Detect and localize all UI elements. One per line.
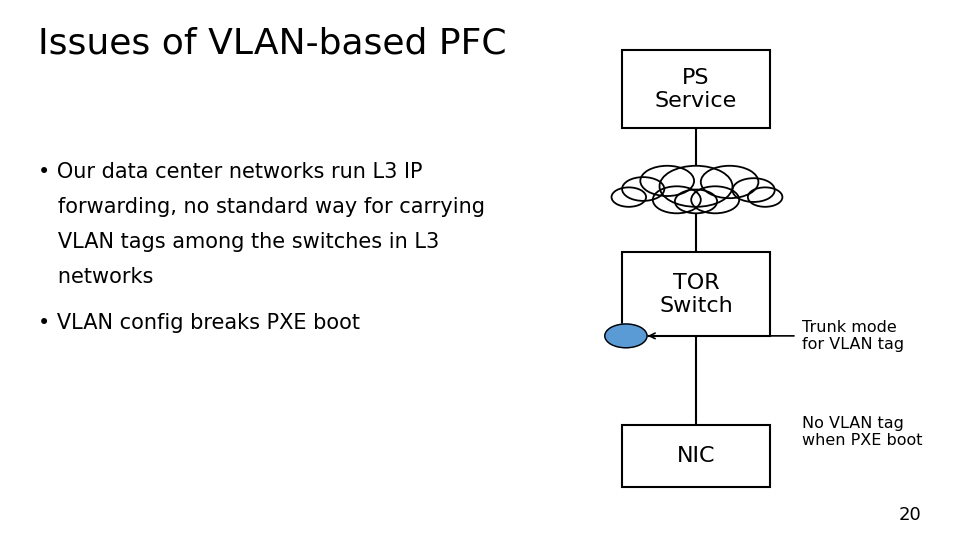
Text: Issues of VLAN-based PFC: Issues of VLAN-based PFC <box>38 27 507 61</box>
Circle shape <box>605 324 647 348</box>
Circle shape <box>660 166 732 207</box>
Text: 20: 20 <box>899 506 922 524</box>
Circle shape <box>653 186 701 213</box>
Circle shape <box>675 190 717 213</box>
Text: NIC: NIC <box>677 446 715 467</box>
Text: • Our data center networks run L3 IP: • Our data center networks run L3 IP <box>38 162 423 182</box>
Text: TOR
Switch: TOR Switch <box>660 273 732 316</box>
Circle shape <box>612 187 646 207</box>
Circle shape <box>640 166 694 196</box>
Text: Trunk mode
for VLAN tag: Trunk mode for VLAN tag <box>802 320 903 352</box>
Circle shape <box>748 187 782 207</box>
Text: PS
Service: PS Service <box>655 68 737 111</box>
Circle shape <box>732 178 775 202</box>
Text: • VLAN config breaks PXE boot: • VLAN config breaks PXE boot <box>38 313 360 333</box>
Bar <box>621 253 770 336</box>
Text: VLAN tags among the switches in L3: VLAN tags among the switches in L3 <box>38 232 440 252</box>
Circle shape <box>701 166 758 198</box>
Bar <box>621 50 770 128</box>
Text: forwarding, no standard way for carrying: forwarding, no standard way for carrying <box>38 197 486 217</box>
Bar <box>621 426 770 487</box>
Text: No VLAN tag
when PXE boot: No VLAN tag when PXE boot <box>802 416 923 448</box>
Text: networks: networks <box>38 267 154 287</box>
Circle shape <box>691 186 739 213</box>
Circle shape <box>622 177 664 201</box>
